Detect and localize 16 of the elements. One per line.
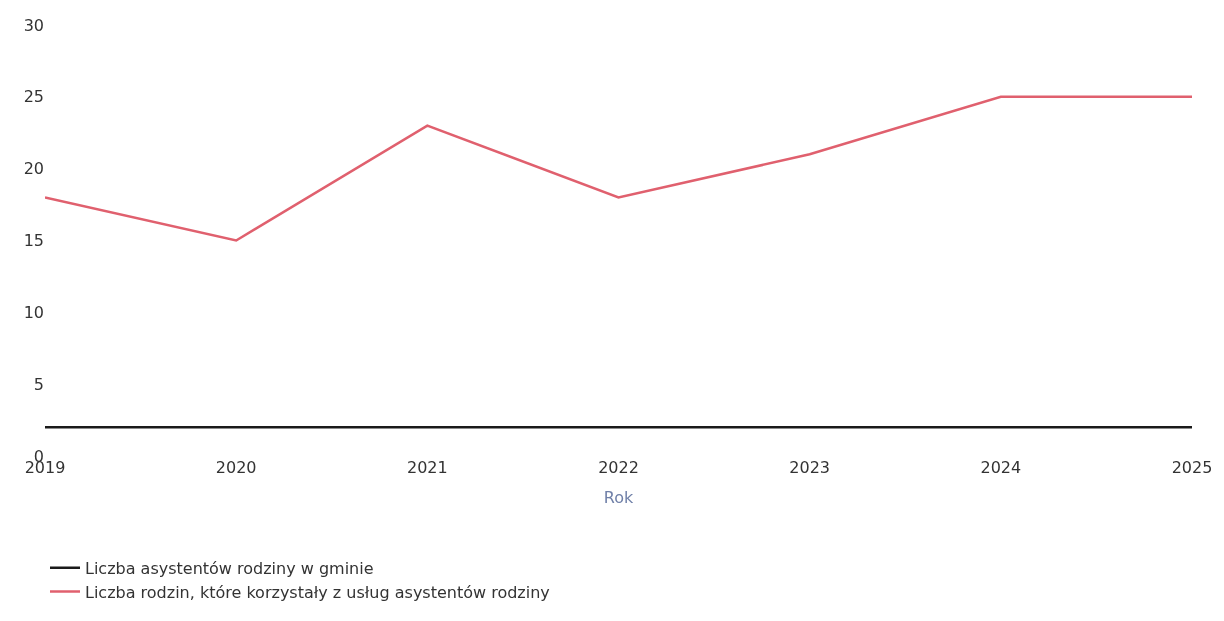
x-tick-label: 2024 — [980, 458, 1022, 477]
y-tick-label: 20 — [23, 159, 44, 179]
y-tick-label: 30 — [23, 15, 44, 35]
x-axis-title: Rok — [603, 487, 634, 507]
x-tick-label: 2020 — [215, 458, 257, 477]
x-tick-label: 2025 — [1171, 458, 1213, 477]
y-tick-label: 25 — [23, 87, 44, 107]
y-tick-label: 15 — [23, 231, 44, 251]
y-tick-label: 5 — [33, 374, 44, 394]
x-tick-label: 2022 — [598, 458, 639, 477]
y-tick-label: 10 — [23, 302, 44, 322]
x-tick-label: 2021 — [406, 458, 448, 477]
legend-label: Liczba asystentów rodziny w gminie — [85, 558, 374, 578]
line-series — [45, 95, 1192, 242]
legend-label: Liczba rodzin, które korzystały z usług asystentów rodziny — [85, 582, 550, 602]
x-tick-label: 2023 — [789, 458, 831, 477]
